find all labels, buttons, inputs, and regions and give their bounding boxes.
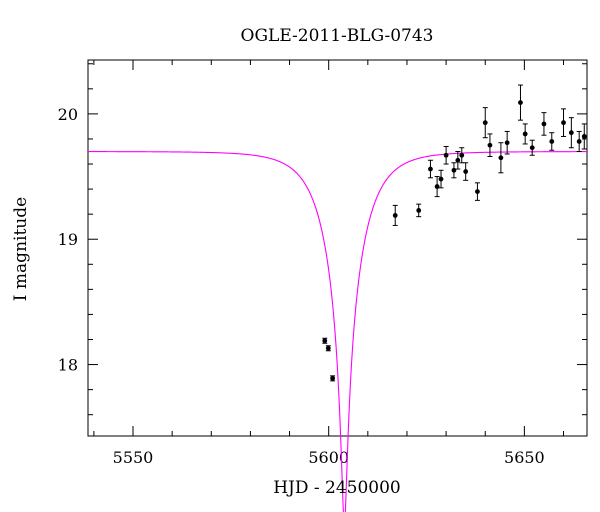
data-marker bbox=[428, 166, 433, 172]
data-marker bbox=[482, 120, 488, 126]
data-point bbox=[581, 123, 587, 150]
data-marker bbox=[498, 155, 504, 161]
data-point bbox=[459, 147, 465, 164]
y-tick-label: 18 bbox=[58, 356, 78, 375]
data-point bbox=[576, 130, 582, 152]
data-point bbox=[325, 345, 331, 352]
data-point bbox=[561, 108, 567, 137]
data-point bbox=[498, 142, 504, 174]
data-point bbox=[438, 169, 444, 189]
axis-tick-labels: 5550 5600 5650 18 19 20 bbox=[58, 105, 545, 467]
data-marker bbox=[434, 184, 440, 189]
x-tick-label: 5550 bbox=[113, 448, 154, 467]
data-marker bbox=[459, 152, 465, 158]
data-point bbox=[443, 145, 449, 165]
data-point bbox=[427, 159, 433, 179]
data-marker bbox=[541, 121, 547, 127]
data-marker bbox=[529, 145, 535, 151]
data-point bbox=[474, 182, 480, 201]
data-marker bbox=[463, 169, 469, 174]
data-marker bbox=[487, 142, 493, 148]
data-marker bbox=[416, 208, 422, 213]
data-point bbox=[482, 107, 488, 139]
axis-ticks bbox=[88, 60, 587, 436]
data-point bbox=[416, 203, 422, 218]
data-marker bbox=[451, 167, 457, 173]
y-tick-label: 20 bbox=[58, 105, 78, 124]
data-point bbox=[455, 150, 461, 170]
data-marker bbox=[568, 130, 574, 136]
data-marker bbox=[549, 139, 555, 144]
data-point bbox=[529, 139, 535, 156]
data-point bbox=[549, 132, 555, 151]
data-point bbox=[322, 337, 328, 344]
data-point bbox=[434, 176, 440, 198]
data-marker bbox=[455, 157, 461, 163]
data-point bbox=[504, 130, 510, 155]
model-curve bbox=[88, 151, 588, 512]
x-tick-label: 5650 bbox=[504, 448, 545, 467]
chart-title: OGLE-2011-BLG-0743 bbox=[241, 26, 434, 46]
data-point bbox=[541, 112, 547, 136]
data-marker bbox=[325, 345, 331, 351]
data-point bbox=[451, 162, 457, 179]
data-marker bbox=[330, 375, 336, 381]
x-axis-label: HJD - 2450000 bbox=[273, 478, 401, 498]
data-point bbox=[487, 133, 493, 158]
data-marker bbox=[581, 134, 587, 139]
data-marker bbox=[576, 139, 582, 144]
data-marker bbox=[438, 176, 444, 182]
data-marker bbox=[518, 100, 523, 106]
plot-frame bbox=[87, 59, 588, 437]
x-tick-label: 5600 bbox=[308, 448, 349, 467]
y-axis-label: I magnitude bbox=[11, 197, 31, 301]
data-marker bbox=[475, 189, 480, 195]
data-point bbox=[463, 162, 469, 181]
y-tick-label: 19 bbox=[58, 230, 78, 249]
data-points bbox=[322, 84, 587, 382]
data-marker bbox=[504, 140, 510, 146]
data-marker bbox=[392, 213, 398, 218]
data-marker bbox=[322, 338, 328, 344]
data-marker bbox=[561, 120, 566, 126]
plot-border bbox=[87, 59, 588, 437]
data-marker bbox=[443, 152, 449, 158]
data-point bbox=[517, 84, 523, 121]
data-marker bbox=[522, 131, 528, 137]
data-point bbox=[522, 123, 528, 145]
data-point bbox=[568, 117, 574, 149]
data-point bbox=[392, 204, 398, 226]
data-point bbox=[330, 375, 336, 382]
